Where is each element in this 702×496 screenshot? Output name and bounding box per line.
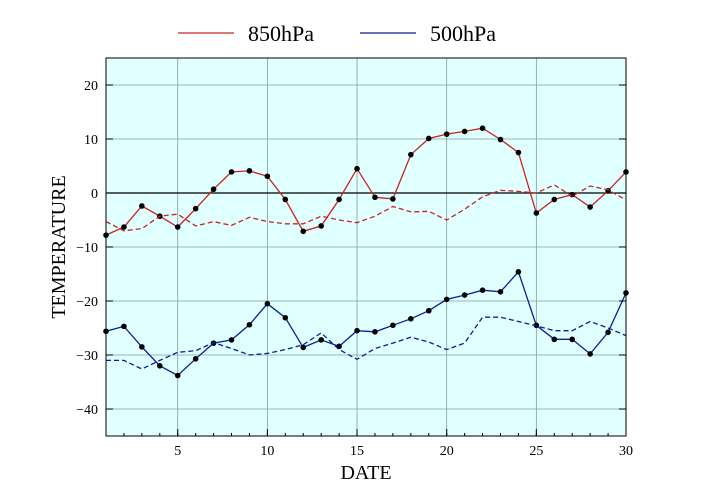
y-tick-label: −20 <box>76 295 98 310</box>
data-point <box>210 186 217 193</box>
data-point <box>551 196 558 203</box>
data-point <box>390 196 396 202</box>
y-axis-title: TEMPERATURE <box>48 175 70 318</box>
data-point <box>174 372 181 379</box>
y-tick-label: 0 <box>91 187 98 202</box>
data-point <box>569 336 576 343</box>
data-point <box>354 165 360 172</box>
series-line <box>105 184 627 232</box>
y-tick-label: −40 <box>76 403 98 418</box>
data-point <box>408 316 414 322</box>
data-point <box>605 329 611 336</box>
data-point <box>372 328 378 335</box>
data-point <box>354 327 360 334</box>
x-tick-label: 20 <box>440 444 454 459</box>
series-layer <box>103 125 629 379</box>
x-tick-label: 15 <box>350 444 364 459</box>
data-point <box>443 296 450 303</box>
data-point <box>425 135 432 142</box>
series-line <box>105 127 627 236</box>
data-point <box>192 355 199 362</box>
legend: 850hPa 500hPa <box>178 21 496 46</box>
data-point <box>497 136 504 143</box>
data-point <box>425 307 432 314</box>
data-point <box>497 289 504 295</box>
data-point <box>318 337 324 343</box>
data-point <box>300 228 307 235</box>
series-line <box>106 316 627 370</box>
data-point <box>174 224 181 230</box>
legend-label: 500hPa <box>430 21 496 46</box>
data-point <box>246 321 253 328</box>
data-point <box>300 344 307 351</box>
data-point <box>336 196 342 203</box>
data-point <box>282 314 289 321</box>
data-point <box>408 151 414 158</box>
y-tick-label: 20 <box>84 79 98 94</box>
data-point <box>246 168 253 174</box>
data-point <box>318 223 324 229</box>
series-1 <box>103 125 629 238</box>
data-point <box>121 323 127 330</box>
data-point <box>587 204 593 210</box>
series-3 <box>103 269 629 379</box>
data-point <box>515 149 522 156</box>
legend-item: 850hPa <box>178 21 314 46</box>
series-2 <box>105 184 627 232</box>
x-tick-label: 30 <box>619 444 633 459</box>
data-point <box>515 269 522 275</box>
data-point <box>282 196 289 203</box>
data-point <box>228 169 235 175</box>
data-point <box>156 363 163 369</box>
data-point <box>264 173 271 180</box>
data-point <box>443 131 450 137</box>
x-tick-label: 5 <box>174 444 181 459</box>
data-point <box>139 203 145 209</box>
x-tick-label: 25 <box>529 444 543 459</box>
data-point <box>390 322 396 329</box>
data-point <box>587 351 593 357</box>
data-point <box>461 292 468 298</box>
y-tick-label: −10 <box>76 241 98 256</box>
data-point <box>228 337 235 343</box>
data-point <box>479 287 486 294</box>
data-point <box>139 344 145 350</box>
data-point <box>479 125 486 131</box>
series-4 <box>106 316 627 370</box>
data-point <box>461 128 468 135</box>
x-axis-title: DATE <box>340 462 391 484</box>
y-tick-label: −30 <box>76 349 98 364</box>
data-point <box>533 210 540 216</box>
y-tick-label: 10 <box>84 133 98 148</box>
legend-item: 500hPa <box>360 21 496 46</box>
data-point <box>121 224 127 230</box>
x-tick-label: 10 <box>260 444 274 459</box>
data-point <box>264 300 271 307</box>
data-point <box>192 205 199 212</box>
data-point <box>551 336 558 343</box>
ticks: 5 10 15 20 25 30 −40 −30 −20 −10 0 10 20 <box>76 79 633 459</box>
data-point <box>372 194 378 201</box>
legend-label: 850hPa <box>248 21 314 46</box>
series-line <box>105 270 627 377</box>
